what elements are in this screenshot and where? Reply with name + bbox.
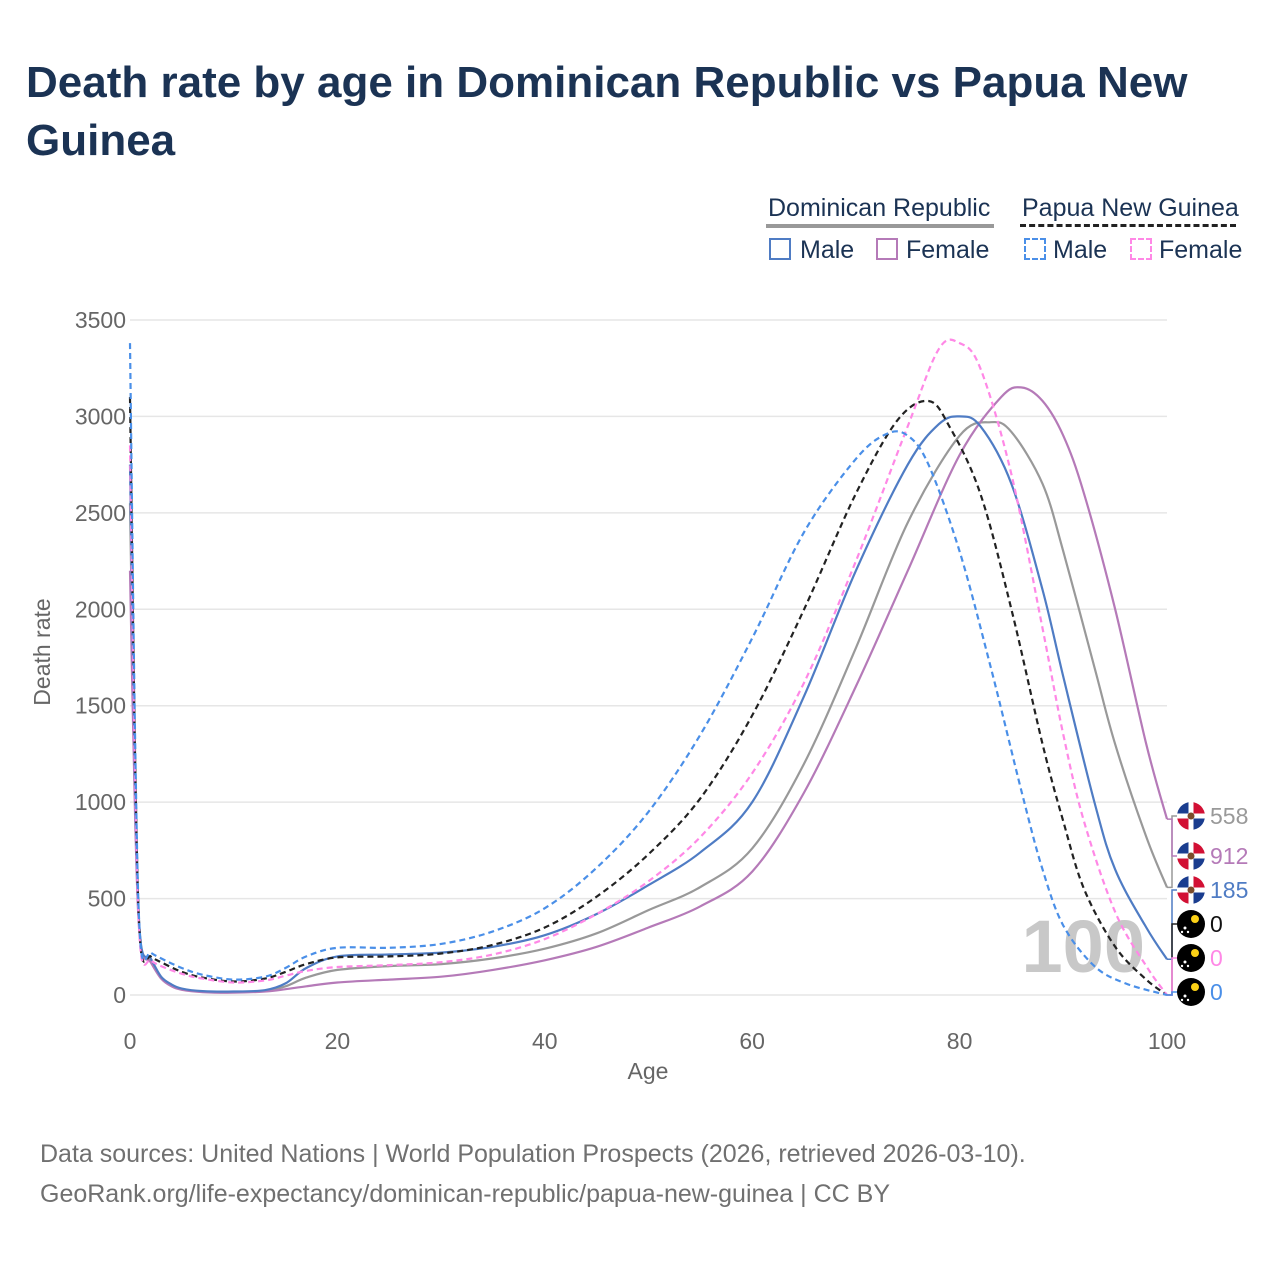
x-tick-label-100: 100 bbox=[1148, 1028, 1186, 1054]
x-tick-label-80: 80 bbox=[947, 1028, 973, 1054]
end-connector-1 bbox=[1167, 818, 1177, 857]
flag-q3 bbox=[1177, 890, 1191, 904]
y-axis-label: Death rate bbox=[29, 598, 55, 705]
flag-q4 bbox=[1191, 816, 1205, 830]
x-axis-ticks: 0 20 40 60 80 100 bbox=[124, 1028, 1187, 1054]
flag-star-3 bbox=[1180, 998, 1184, 1002]
x-tick-label-60: 60 bbox=[739, 1028, 765, 1054]
flag-bg bbox=[1177, 978, 1205, 1006]
flag-star-1 bbox=[1183, 926, 1187, 930]
x-tick-label-0: 0 bbox=[124, 1028, 137, 1054]
flag-q3 bbox=[1177, 816, 1191, 830]
legend-swatch-dr-male bbox=[769, 238, 791, 260]
flag-emblem bbox=[1187, 852, 1195, 860]
flag-icon-papua-new-guinea bbox=[1177, 910, 1205, 938]
flag-q2 bbox=[1191, 876, 1205, 890]
flag-star-1 bbox=[1183, 994, 1187, 998]
flag-star-2 bbox=[1186, 930, 1190, 934]
end-label-3: 0 bbox=[1210, 911, 1223, 937]
legend-label-dr-male: Male bbox=[800, 236, 855, 264]
flag-icon-papua-new-guinea bbox=[1177, 978, 1205, 1006]
legend-group-papua-new-guinea: Papua New Guinea bbox=[1022, 194, 1239, 222]
flag-emblem bbox=[1187, 886, 1195, 894]
y-axis-ticks: 0 500 1000 1500 2000 2500 3000 3500 bbox=[75, 307, 126, 1008]
flag-star-2 bbox=[1186, 964, 1190, 968]
end-connector-5 bbox=[1167, 991, 1177, 996]
end-label-2: 185 bbox=[1210, 877, 1248, 903]
flag-star-2 bbox=[1186, 998, 1190, 1002]
series-line-dominican-republic-total bbox=[128, 420, 1169, 994]
y-tick-label-1000: 1000 bbox=[75, 789, 126, 815]
legend-swatch-png-male bbox=[1024, 238, 1046, 260]
y-tick-label-0: 0 bbox=[113, 982, 126, 1008]
flag-q4 bbox=[1191, 856, 1205, 870]
chart-title: Death rate by age in Dominican Republic … bbox=[26, 58, 1188, 165]
y-tick-label-3500: 3500 bbox=[75, 307, 126, 333]
legend-swatch-png-female bbox=[1130, 238, 1152, 260]
series-line-papua-new-guinea-total bbox=[128, 397, 1168, 996]
flag-emblem bbox=[1187, 812, 1195, 820]
y-tick-label-500: 500 bbox=[88, 886, 126, 912]
flag-q3 bbox=[1177, 856, 1191, 870]
flag-q1 bbox=[1177, 876, 1191, 890]
x-axis-label: Age bbox=[628, 1058, 669, 1084]
y-tick-label-3000: 3000 bbox=[75, 403, 126, 429]
flag-bg bbox=[1177, 944, 1205, 972]
series-line-papua-new-guinea-male bbox=[128, 343, 1168, 997]
gridlines bbox=[130, 319, 1167, 996]
y-tick-label-2000: 2000 bbox=[75, 596, 126, 622]
year-watermark: 100 bbox=[1022, 905, 1145, 988]
end-label-0: 558 bbox=[1210, 803, 1248, 829]
flag-star-1 bbox=[1183, 960, 1187, 964]
series-lines bbox=[128, 338, 1169, 997]
end-labels: 558 912 185 0 0 0 bbox=[1167, 802, 1248, 1006]
legend-label-png-male: Male bbox=[1053, 236, 1108, 264]
y-tick-label-1500: 1500 bbox=[75, 693, 126, 719]
flag-bird bbox=[1191, 983, 1199, 991]
series-line-dominican-republic-male bbox=[128, 415, 1168, 993]
flag-q1 bbox=[1177, 802, 1191, 816]
flag-q2 bbox=[1191, 842, 1205, 856]
y-tick-label-2500: 2500 bbox=[75, 500, 126, 526]
flag-icon-dominican-republic bbox=[1177, 842, 1205, 870]
x-tick-label-20: 20 bbox=[325, 1028, 351, 1054]
footer-source: Data sources: United Nations | World Pop… bbox=[40, 1140, 1026, 1168]
flag-q2 bbox=[1191, 802, 1205, 816]
legend-label-png-female: Female bbox=[1159, 236, 1243, 264]
x-tick-label-40: 40 bbox=[532, 1028, 558, 1054]
end-connector-4 bbox=[1167, 957, 1177, 996]
legend-swatch-dr-female bbox=[876, 238, 898, 260]
flag-bird bbox=[1191, 949, 1199, 957]
flag-bg bbox=[1177, 910, 1205, 938]
series-line-papua-new-guinea-female bbox=[128, 338, 1168, 996]
series-line-dominican-republic-female bbox=[128, 386, 1169, 994]
end-label-1: 912 bbox=[1210, 843, 1248, 869]
flag-icon-dominican-republic bbox=[1177, 876, 1205, 904]
legend-underline-solid bbox=[766, 224, 994, 228]
flag-star-3 bbox=[1180, 964, 1184, 968]
legend-underline-dashed bbox=[1020, 224, 1236, 227]
flag-icon-dominican-republic bbox=[1177, 802, 1205, 830]
flag-star-3 bbox=[1180, 930, 1184, 934]
flag-q1 bbox=[1177, 842, 1191, 856]
end-label-5: 0 bbox=[1210, 979, 1223, 1005]
footer-link[interactable]: GeoRank.org/life-expectancy/dominican-re… bbox=[40, 1180, 890, 1208]
end-label-4: 0 bbox=[1210, 945, 1223, 971]
flag-icon-papua-new-guinea bbox=[1177, 944, 1205, 972]
flag-bird bbox=[1191, 915, 1199, 923]
legend-group-dominican-republic: Dominican Republic bbox=[768, 194, 991, 222]
flag-q4 bbox=[1191, 890, 1205, 904]
legend-label-dr-female: Female bbox=[906, 236, 990, 264]
